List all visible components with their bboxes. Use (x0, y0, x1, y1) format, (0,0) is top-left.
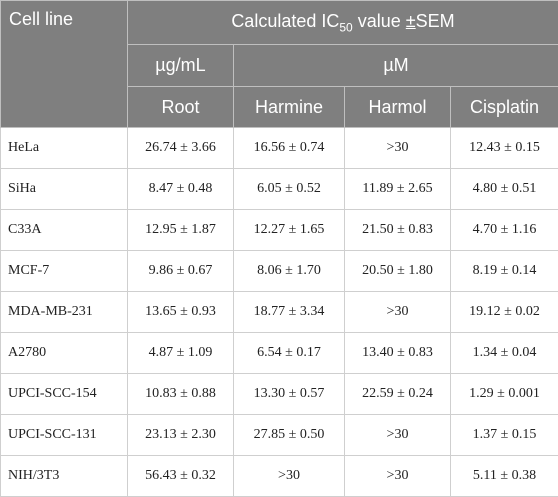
table-row: C33A 12.95 ± 1.87 12.27 ± 1.65 21.50 ± 0… (1, 210, 558, 251)
header-col-root: Root (128, 87, 234, 128)
value-cisplatin: 4.70 ± 1.16 (451, 210, 558, 251)
value-harmol: 11.89 ± 2.65 (345, 169, 451, 210)
value-cisplatin: 19.12 ± 0.02 (451, 292, 558, 333)
value-cisplatin: 5.11 ± 0.38 (451, 456, 558, 497)
value-harmol: 20.50 ± 1.80 (345, 251, 451, 292)
value-harmol: 22.59 ± 0.24 (345, 374, 451, 415)
table-row: MCF-7 9.86 ± 0.67 8.06 ± 1.70 20.50 ± 1.… (1, 251, 558, 292)
cell-line-name: UPCI-SCC-154 (1, 374, 128, 415)
value-root: 26.74 ± 3.66 (128, 128, 234, 169)
cell-line-name: UPCI-SCC-131 (1, 415, 128, 456)
header-unit-ug-ml: µg/mL (128, 45, 234, 87)
value-harmine: 13.30 ± 0.57 (234, 374, 345, 415)
value-harmine: >30 (234, 456, 345, 497)
value-harmine: 27.85 ± 0.50 (234, 415, 345, 456)
cell-line-name: HeLa (1, 128, 128, 169)
header-calc-sub: 50 (339, 20, 352, 34)
header-calc-prefix: Calculated IC (231, 11, 339, 31)
table-row: SiHa 8.47 ± 0.48 6.05 ± 0.52 11.89 ± 2.6… (1, 169, 558, 210)
value-root: 13.65 ± 0.93 (128, 292, 234, 333)
value-harmol: 13.40 ± 0.83 (345, 333, 451, 374)
table-body: HeLa 26.74 ± 3.66 16.56 ± 0.74 >30 12.43… (1, 128, 558, 497)
cell-line-name: SiHa (1, 169, 128, 210)
value-cisplatin: 4.80 ± 0.51 (451, 169, 558, 210)
table-row: MDA-MB-231 13.65 ± 0.93 18.77 ± 3.34 >30… (1, 292, 558, 333)
header-unit-um: µM (234, 45, 558, 87)
value-harmine: 6.05 ± 0.52 (234, 169, 345, 210)
header-col-harmine: Harmine (234, 87, 345, 128)
value-cisplatin: 1.34 ± 0.04 (451, 333, 558, 374)
value-harmine: 18.77 ± 3.34 (234, 292, 345, 333)
table-row: UPCI-SCC-131 23.13 ± 2.30 27.85 ± 0.50 >… (1, 415, 558, 456)
table-row: UPCI-SCC-154 10.83 ± 0.88 13.30 ± 0.57 2… (1, 374, 558, 415)
value-harmine: 6.54 ± 0.17 (234, 333, 345, 374)
cell-line-name: NIH/3T3 (1, 456, 128, 497)
value-cisplatin: 12.43 ± 0.15 (451, 128, 558, 169)
value-harmine: 16.56 ± 0.74 (234, 128, 345, 169)
value-harmine: 8.06 ± 1.70 (234, 251, 345, 292)
value-cisplatin: 8.19 ± 0.14 (451, 251, 558, 292)
value-harmine: 12.27 ± 1.65 (234, 210, 345, 251)
value-cisplatin: 1.29 ± 0.001 (451, 374, 558, 415)
value-harmol: >30 (345, 128, 451, 169)
cell-line-name: A2780 (1, 333, 128, 374)
cell-line-name: MCF-7 (1, 251, 128, 292)
table-header: Cell line Calculated IC50 value ±SEM µg/… (1, 1, 558, 128)
value-harmol: >30 (345, 456, 451, 497)
header-calc-sem: SEM (416, 11, 455, 31)
value-root: 12.95 ± 1.87 (128, 210, 234, 251)
value-root: 9.86 ± 0.67 (128, 251, 234, 292)
value-harmol: >30 (345, 292, 451, 333)
header-calc-pm: ± (406, 11, 416, 31)
value-root: 56.43 ± 0.32 (128, 456, 234, 497)
table-row: NIH/3T3 56.43 ± 0.32 >30 >30 5.11 ± 0.38 (1, 456, 558, 497)
header-col-harmol: Harmol (345, 87, 451, 128)
value-root: 8.47 ± 0.48 (128, 169, 234, 210)
value-harmol: 21.50 ± 0.83 (345, 210, 451, 251)
table-row: HeLa 26.74 ± 3.66 16.56 ± 0.74 >30 12.43… (1, 128, 558, 169)
value-root: 4.87 ± 1.09 (128, 333, 234, 374)
header-cell-line: Cell line (1, 1, 128, 128)
header-calculated-title: Calculated IC50 value ±SEM (231, 11, 454, 31)
header-calc-suffix: value (353, 11, 406, 31)
value-cisplatin: 1.37 ± 0.15 (451, 415, 558, 456)
header-row-title: Cell line Calculated IC50 value ±SEM (1, 1, 558, 45)
cell-line-name: MDA-MB-231 (1, 292, 128, 333)
header-col-cisplatin: Cisplatin (451, 87, 558, 128)
header-calculated-ic50: Calculated IC50 value ±SEM (128, 1, 558, 45)
value-root: 10.83 ± 0.88 (128, 374, 234, 415)
value-harmol: >30 (345, 415, 451, 456)
value-root: 23.13 ± 2.30 (128, 415, 234, 456)
table-row: A2780 4.87 ± 1.09 6.54 ± 0.17 13.40 ± 0.… (1, 333, 558, 374)
cell-line-name: C33A (1, 210, 128, 251)
